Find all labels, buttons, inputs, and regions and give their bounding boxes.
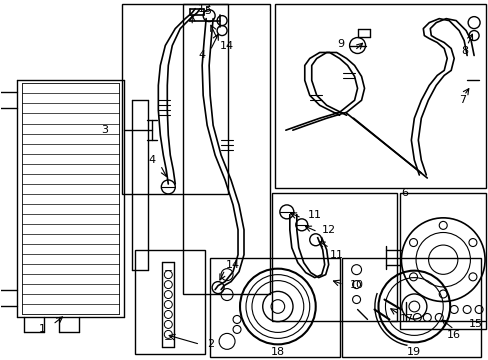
Text: 8: 8 — [461, 45, 468, 55]
Text: 12: 12 — [321, 225, 335, 235]
Text: 1: 1 — [39, 324, 46, 334]
Bar — [210, 258, 339, 357]
Text: 10: 10 — [349, 280, 363, 289]
Bar — [274, 4, 485, 188]
Bar — [183, 4, 269, 293]
Text: 15: 15 — [468, 319, 482, 329]
Text: 7: 7 — [459, 95, 466, 105]
Text: 9: 9 — [337, 39, 344, 49]
Bar — [341, 258, 480, 357]
Text: 6: 6 — [401, 188, 407, 198]
Text: 18: 18 — [270, 347, 285, 357]
Bar — [400, 193, 485, 329]
Bar — [271, 193, 397, 321]
Text: 11: 11 — [307, 210, 321, 220]
Text: 19: 19 — [407, 347, 421, 357]
Text: 14: 14 — [225, 260, 240, 270]
Bar — [135, 250, 205, 354]
Text: 3: 3 — [102, 125, 108, 135]
Text: 11: 11 — [329, 250, 343, 260]
Text: 17: 17 — [399, 314, 413, 324]
Text: 4: 4 — [148, 155, 155, 165]
Bar — [122, 4, 227, 194]
Text: 13: 13 — [198, 4, 212, 14]
Text: 14: 14 — [220, 41, 234, 50]
Text: 5: 5 — [203, 6, 211, 15]
Text: 16: 16 — [446, 330, 460, 341]
Text: 4: 4 — [198, 50, 205, 60]
Text: 2: 2 — [207, 339, 214, 349]
